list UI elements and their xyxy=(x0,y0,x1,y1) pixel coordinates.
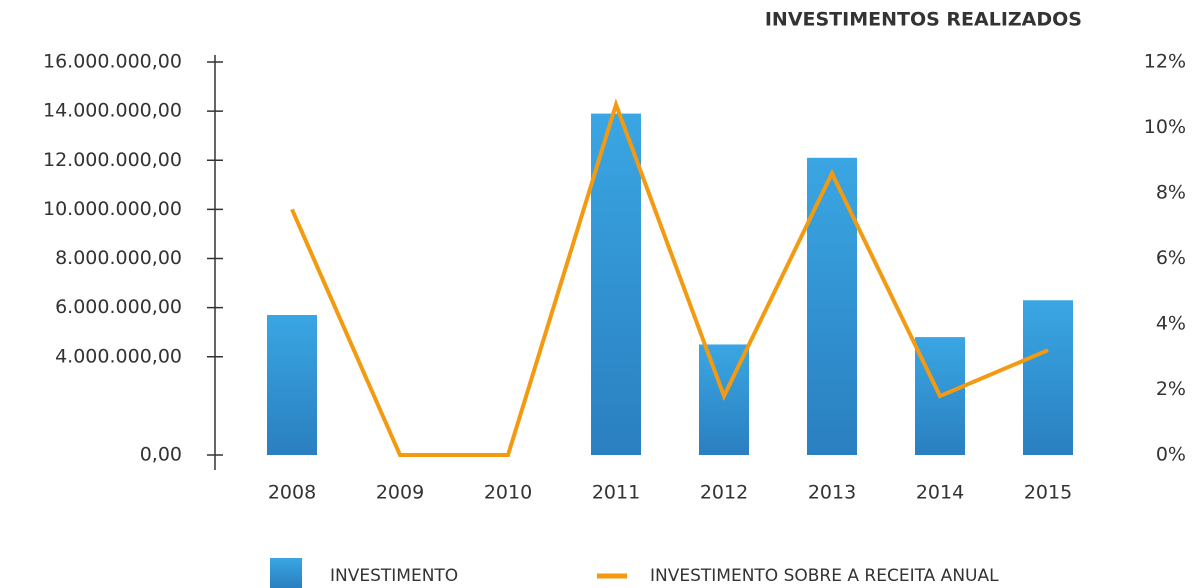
bar xyxy=(267,314,317,455)
legend-label: INVESTIMENTO xyxy=(330,566,458,586)
bar xyxy=(591,113,641,456)
y-tick-label: 8.000.000,00 xyxy=(55,247,182,269)
y-tick-label: 12.000.000,00 xyxy=(43,149,182,171)
x-tick-label: 2015 xyxy=(1024,482,1072,504)
y2-tick-label: 0% xyxy=(1156,444,1186,466)
x-tick-label: 2013 xyxy=(808,482,856,504)
y-tick-label: 10.000.000,00 xyxy=(43,198,182,220)
y-tick-label: 0,00 xyxy=(140,444,182,466)
x-tick-label: 2010 xyxy=(484,482,532,504)
y2-tick-label: 10% xyxy=(1144,116,1186,138)
chart-title: INVESTIMENTOS REALIZADOS xyxy=(765,9,1082,31)
y2-tick-label: 2% xyxy=(1156,378,1186,400)
y-tick-label: 14.000.000,00 xyxy=(43,100,182,122)
x-tick-label: 2008 xyxy=(268,482,316,504)
y-tick-label: 6.000.000,00 xyxy=(55,296,182,318)
line xyxy=(290,98,1049,457)
x-tick-label: 2012 xyxy=(700,482,748,504)
bar xyxy=(1023,300,1073,455)
y2-tick-label: 4% xyxy=(1156,313,1186,335)
y-tick-label: 4.000.000,00 xyxy=(55,345,182,367)
y2-tick-label: 12% xyxy=(1144,51,1186,73)
legend-label: INVESTIMENTO SOBRE A RECEITA ANUAL xyxy=(650,566,999,586)
y2-tick-label: 6% xyxy=(1156,247,1186,269)
x-tick-label: 2009 xyxy=(376,482,424,504)
legend-swatch xyxy=(270,558,302,588)
x-tick-label: 2011 xyxy=(592,482,640,504)
y2-tick-label: 8% xyxy=(1156,182,1186,204)
x-tick-label: 2014 xyxy=(916,482,964,504)
y-tick-label: 16.000.000,00 xyxy=(43,51,182,73)
bar xyxy=(807,157,857,455)
